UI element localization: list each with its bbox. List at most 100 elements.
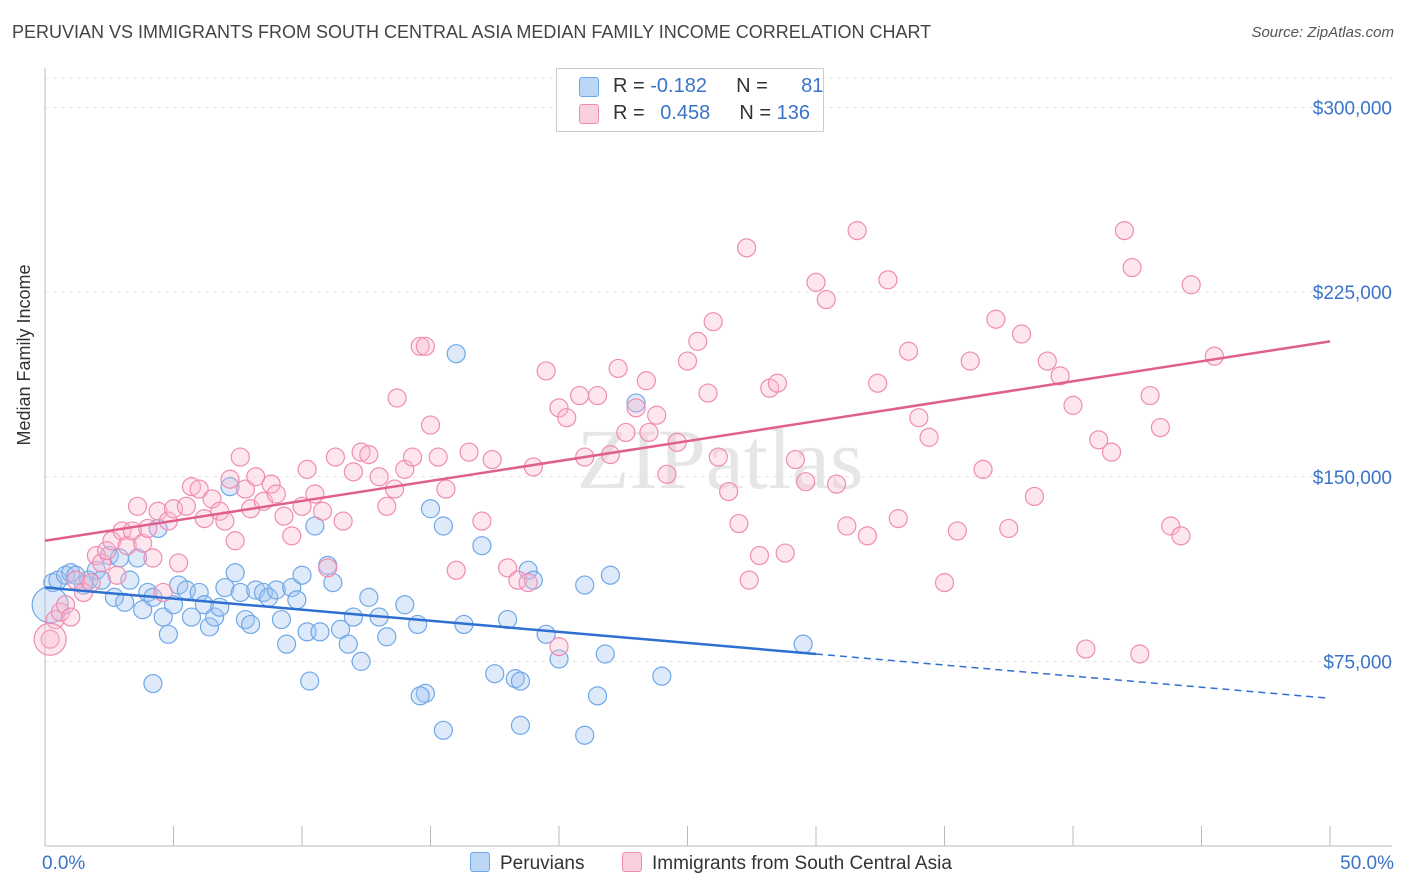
data-point (688, 331, 708, 351)
data-point (626, 398, 646, 418)
data-point (600, 565, 621, 585)
data-point (587, 385, 608, 406)
data-point (428, 447, 448, 467)
y-tick-label: $300,000 (1313, 99, 1392, 120)
data-point (181, 477, 202, 497)
data-point (433, 516, 453, 536)
grid-lines (45, 77, 1392, 662)
data-point (181, 607, 202, 627)
data-point (323, 573, 343, 593)
data-point (61, 607, 81, 627)
data-point (235, 479, 256, 499)
data-point (575, 725, 595, 745)
data-point (898, 341, 919, 361)
data-point (652, 666, 672, 686)
data-point (498, 558, 518, 578)
legend-swatch-pink (579, 104, 599, 124)
data-point (1161, 516, 1181, 536)
data-point (1181, 275, 1201, 295)
data-point (569, 385, 590, 406)
data-point (518, 573, 538, 593)
data-point (947, 521, 967, 541)
data-point (138, 518, 158, 539)
data-point (292, 565, 312, 585)
data-point (719, 481, 739, 502)
data-point (796, 472, 816, 492)
trend-line-peruvians-extension (815, 653, 1331, 700)
data-point (1050, 366, 1070, 386)
data-point (739, 570, 759, 590)
data-point (1024, 486, 1045, 507)
data-point (266, 580, 286, 600)
data-point (888, 509, 908, 529)
y-tick-label: $150,000 (1313, 468, 1392, 489)
data-point (305, 516, 325, 536)
chart-title: PERUVIAN VS IMMIGRANTS FROM SOUTH CENTRA… (12, 22, 932, 42)
data-point (587, 686, 608, 706)
data-point (1076, 639, 1096, 659)
data-point (148, 501, 168, 521)
data-point (107, 565, 127, 585)
data-point (1011, 324, 1032, 344)
data-point (647, 405, 667, 425)
data-point (402, 447, 423, 467)
data-point (163, 595, 184, 615)
data-point (287, 590, 307, 610)
data-point (310, 622, 330, 642)
data-point (133, 533, 153, 553)
data-point (472, 536, 492, 556)
data-point (472, 511, 492, 531)
data-point (1114, 221, 1135, 241)
data-point (708, 447, 728, 467)
data-point (300, 671, 320, 691)
data-point (230, 447, 250, 467)
data-point (909, 408, 929, 428)
data-point (626, 393, 646, 413)
data-point (1122, 257, 1142, 278)
data-point (91, 553, 112, 573)
data-point (230, 582, 250, 603)
data-point (351, 442, 371, 462)
data-point (749, 545, 770, 566)
legend-r-value: 0.458 (660, 102, 711, 124)
data-point (158, 624, 178, 644)
data-point (868, 373, 888, 393)
data-point (960, 351, 980, 371)
bottom-swatch-blue (470, 852, 490, 872)
data-point (878, 270, 898, 290)
data-point (297, 459, 317, 479)
data-point (415, 683, 435, 703)
data-point (282, 526, 302, 546)
data-point (857, 526, 878, 546)
axes (44, 68, 1392, 847)
data-point (205, 607, 225, 627)
legend-r-value: -0.182 (650, 75, 707, 97)
data-point (241, 614, 261, 635)
data-point (318, 558, 338, 578)
data-point (729, 513, 749, 534)
data-point (847, 221, 867, 241)
data-point (636, 371, 656, 391)
data-point (66, 565, 86, 585)
data-point (117, 536, 137, 556)
data-point (1063, 395, 1083, 415)
data-point (102, 531, 122, 551)
data-point (143, 673, 163, 694)
data-point (1130, 644, 1150, 664)
data-point (312, 501, 333, 521)
data-point (369, 467, 389, 487)
data-point (436, 479, 456, 499)
data-point (359, 445, 379, 465)
data-point (325, 447, 346, 467)
data-point (703, 312, 723, 332)
data-point (1101, 442, 1122, 462)
data-point (225, 563, 245, 583)
data-point (446, 344, 466, 364)
data-point (575, 575, 595, 595)
data-point (127, 496, 148, 516)
data-point (737, 238, 757, 258)
data-point (351, 651, 371, 671)
y-tick-label: $75,000 (1323, 652, 1392, 673)
data-point (973, 459, 993, 479)
data-point (127, 548, 148, 568)
